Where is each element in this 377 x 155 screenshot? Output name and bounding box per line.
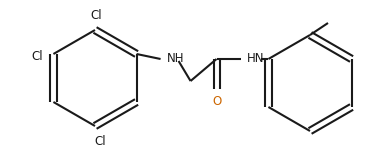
- Text: Cl: Cl: [90, 9, 102, 22]
- Text: NH: NH: [167, 53, 184, 66]
- Text: Cl: Cl: [94, 135, 106, 148]
- Text: HN: HN: [247, 53, 264, 66]
- Text: Cl: Cl: [32, 49, 43, 62]
- Text: O: O: [212, 95, 221, 108]
